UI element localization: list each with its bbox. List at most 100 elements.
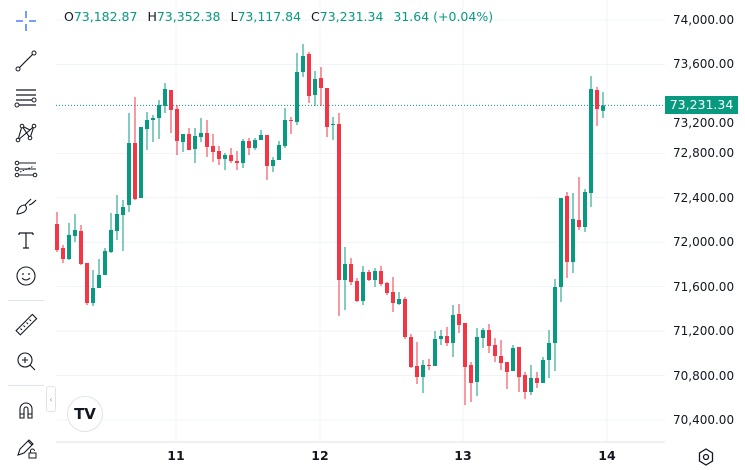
high-label: H — [147, 9, 157, 24]
emoji-tool-button[interactable] — [8, 261, 44, 291]
candle-body — [85, 263, 89, 303]
trend-line-tool-button[interactable] — [8, 46, 44, 76]
candle — [367, 270, 371, 281]
crosshair-tool-button[interactable] — [8, 6, 44, 36]
candle — [277, 141, 281, 160]
candle-body — [433, 339, 437, 366]
candle — [247, 138, 251, 155]
candle-body — [181, 134, 185, 142]
candle — [379, 266, 383, 286]
candle — [505, 362, 509, 389]
candle-body — [583, 192, 587, 227]
candle — [475, 328, 479, 396]
candle-body — [169, 90, 173, 110]
candle — [55, 212, 59, 252]
text-tool-button[interactable] — [8, 225, 44, 255]
change-value: 31.64 (+0.04%) — [393, 9, 494, 24]
candle — [133, 97, 137, 200]
candle-body — [175, 109, 179, 141]
candle-body — [379, 271, 383, 284]
time-tick-label: 13 — [454, 448, 472, 463]
candle-body — [361, 272, 365, 301]
candle — [343, 247, 347, 310]
candle-body — [199, 133, 203, 137]
time-tick-label: 11 — [167, 448, 185, 463]
candle-body — [343, 264, 347, 280]
candle-body — [541, 360, 545, 383]
candle-body — [313, 79, 317, 95]
settings-icon[interactable] — [697, 448, 715, 466]
candle-body — [421, 365, 425, 377]
candle-body — [373, 271, 377, 280]
price-tick-label: 72,000.00 — [673, 235, 735, 250]
candle-body — [397, 299, 401, 304]
candle — [121, 200, 125, 251]
zoom-in-tool-button[interactable] — [8, 346, 44, 376]
time-tick-label: 12 — [311, 448, 329, 463]
candle — [61, 245, 65, 263]
candle-body — [259, 135, 263, 140]
candle-body — [331, 124, 335, 125]
candle — [553, 279, 557, 371]
candle — [595, 87, 599, 126]
fib-retracement-tool-button[interactable] — [8, 154, 44, 184]
candle — [67, 223, 71, 260]
candle-body — [505, 362, 509, 372]
candle-body — [385, 283, 389, 293]
tradingview-logo[interactable]: TV — [67, 396, 103, 432]
candle-body — [229, 155, 233, 161]
candle — [181, 134, 185, 152]
candle-body — [157, 105, 161, 118]
candle — [403, 297, 407, 339]
lock-drawings-tool-button[interactable] — [8, 432, 44, 462]
horizontal-lines-tool-button[interactable] — [8, 82, 44, 112]
magnet-icon — [19, 402, 33, 419]
candle — [205, 120, 209, 157]
grid — [56, 0, 665, 442]
candle — [157, 100, 161, 139]
candle-body — [337, 124, 341, 280]
price-tick-label: 70,800.00 — [673, 368, 735, 383]
candle — [229, 148, 233, 163]
candle — [313, 71, 317, 106]
candle-body — [571, 219, 575, 262]
price-tick-label: 71,200.00 — [673, 324, 735, 339]
candle-body — [457, 314, 461, 325]
candle-body — [265, 135, 269, 166]
candle-body — [103, 251, 107, 275]
price-tick-label: 73,600.00 — [673, 57, 735, 72]
candle — [187, 128, 191, 150]
candle-body — [427, 365, 431, 366]
pattern-tool-button[interactable] — [8, 117, 44, 147]
pattern-icon — [15, 123, 37, 143]
candle-body — [409, 337, 413, 367]
candle-body — [133, 143, 137, 199]
candle-body — [283, 120, 287, 146]
candle — [361, 266, 365, 305]
candle-body — [145, 120, 149, 129]
magnet-tool-button[interactable] — [8, 395, 44, 425]
candle-body — [517, 347, 521, 377]
candle — [139, 127, 143, 198]
candle-body — [559, 198, 563, 287]
candle-body — [391, 292, 395, 303]
fib-retracement-icon — [14, 160, 38, 178]
candle-body — [247, 141, 251, 148]
candle-body — [475, 337, 479, 382]
candle-body — [307, 54, 311, 96]
candle — [487, 324, 491, 353]
brush-tool-button[interactable] — [8, 190, 44, 220]
candle-body — [121, 207, 125, 215]
candle-body — [61, 248, 65, 259]
candle — [301, 44, 305, 77]
candle — [457, 304, 461, 333]
candle — [601, 91, 605, 119]
ruler-tool-button[interactable] — [8, 310, 44, 340]
candle-body — [325, 88, 329, 127]
collapse-toolbar-button[interactable]: ‹ — [46, 386, 56, 412]
candle — [85, 263, 89, 305]
high-value: 73,352.38 — [156, 9, 221, 24]
candle-body — [439, 336, 443, 339]
horizontal-lines-icon — [14, 89, 37, 108]
